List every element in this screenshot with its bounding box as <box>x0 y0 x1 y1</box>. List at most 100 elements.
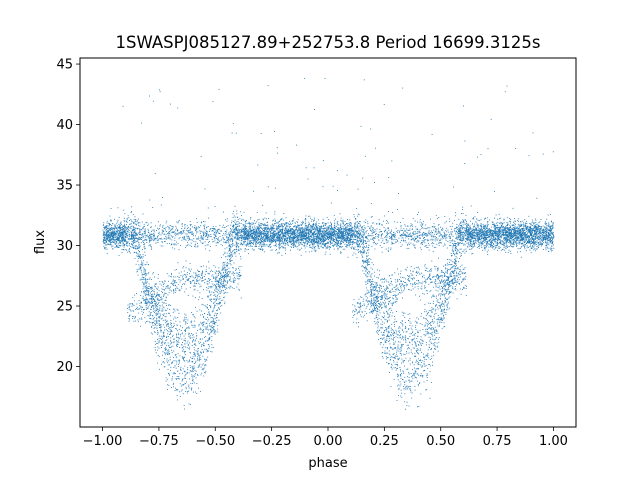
data-point <box>143 270 145 272</box>
data-point <box>481 246 483 248</box>
data-point <box>284 231 286 232</box>
data-point <box>156 325 158 327</box>
data-point <box>235 228 237 230</box>
data-point <box>152 299 154 301</box>
data-point <box>462 219 464 221</box>
data-point <box>219 287 221 289</box>
data-point <box>532 221 534 223</box>
data-point <box>492 231 494 232</box>
data-point <box>494 217 495 219</box>
data-point <box>310 230 312 232</box>
data-point <box>140 306 142 308</box>
data-point <box>202 321 204 323</box>
data-point <box>417 367 419 369</box>
data-point <box>124 226 126 228</box>
data-point <box>219 301 221 303</box>
data-point <box>178 338 180 340</box>
data-point <box>126 237 128 239</box>
data-point <box>106 220 108 222</box>
data-point <box>194 343 196 345</box>
data-point <box>466 237 468 239</box>
data-point <box>374 289 376 290</box>
data-point <box>523 233 525 235</box>
data-point <box>397 268 399 270</box>
data-point <box>136 221 138 223</box>
data-point <box>217 231 219 233</box>
data-point <box>276 222 278 224</box>
data-point <box>387 297 389 299</box>
data-point <box>389 359 391 361</box>
data-point <box>141 274 143 276</box>
data-point <box>188 278 190 279</box>
data-point <box>283 234 284 236</box>
data-point <box>341 243 343 245</box>
data-point <box>212 321 214 323</box>
data-point <box>187 278 189 280</box>
data-point <box>220 302 221 304</box>
data-point <box>298 235 300 237</box>
data-point <box>324 227 326 229</box>
data-point <box>205 233 207 235</box>
data-point <box>464 277 466 279</box>
data-point <box>252 230 254 232</box>
data-point <box>551 245 552 247</box>
data-point <box>213 329 215 331</box>
data-point <box>242 238 244 240</box>
data-point <box>123 237 125 239</box>
data-point <box>395 299 397 301</box>
data-point <box>451 226 453 228</box>
data-point <box>426 246 428 248</box>
data-point <box>194 246 196 248</box>
data-point <box>147 234 148 236</box>
data-point <box>228 241 229 243</box>
data-point <box>395 227 397 229</box>
data-point <box>377 303 379 304</box>
data-point <box>388 297 390 299</box>
data-point <box>132 310 134 312</box>
data-point <box>521 224 523 226</box>
data-point <box>196 226 198 228</box>
data-point <box>158 290 160 292</box>
data-point <box>156 312 158 314</box>
data-point <box>371 295 373 297</box>
data-point <box>148 298 150 300</box>
data-point <box>304 229 306 231</box>
data-point <box>179 395 181 397</box>
data-point <box>448 236 450 238</box>
data-point <box>520 233 522 235</box>
data-point <box>445 309 447 311</box>
data-point <box>223 276 225 278</box>
data-point <box>357 240 359 242</box>
data-point <box>212 233 214 235</box>
data-point <box>126 230 128 232</box>
data-point <box>189 346 191 348</box>
data-point <box>383 311 385 313</box>
data-point <box>305 226 307 228</box>
data-point <box>443 281 445 283</box>
data-point <box>154 234 155 236</box>
data-point <box>184 365 186 367</box>
data-point <box>440 311 442 313</box>
data-point <box>478 245 480 247</box>
data-point <box>210 227 212 229</box>
data-point <box>306 237 308 239</box>
data-point <box>492 238 494 240</box>
data-point <box>536 245 538 247</box>
data-point <box>516 226 518 228</box>
data-point <box>545 243 547 245</box>
data-point <box>187 241 188 243</box>
data-point <box>378 234 380 236</box>
data-point <box>144 233 146 235</box>
data-point <box>175 320 177 322</box>
data-point <box>277 221 279 223</box>
data-point <box>442 318 444 320</box>
data-point <box>462 208 464 210</box>
data-point <box>417 352 419 354</box>
data-point <box>208 217 210 219</box>
data-point <box>312 229 314 230</box>
data-point <box>455 261 457 263</box>
data-point <box>520 236 522 238</box>
data-point <box>507 217 509 219</box>
data-point <box>224 301 226 303</box>
data-point <box>280 233 282 235</box>
